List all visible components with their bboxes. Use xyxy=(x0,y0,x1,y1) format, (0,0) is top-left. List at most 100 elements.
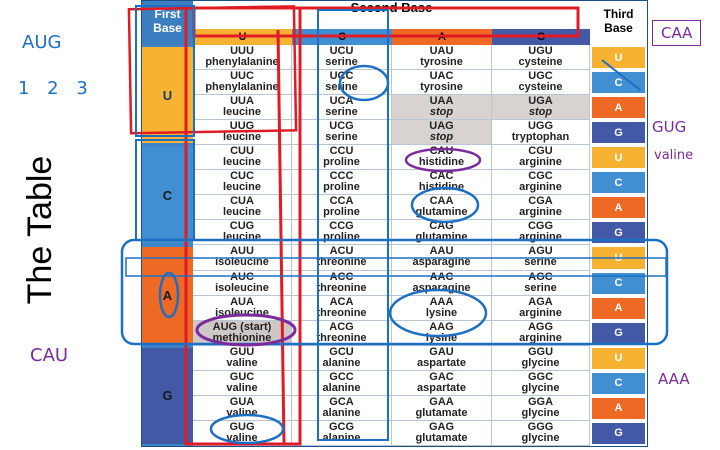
codon-cell: AUA isoleucine xyxy=(193,295,292,321)
codon-cell: AUC isoleucine xyxy=(193,270,292,296)
codon-cell: AAG lysine xyxy=(392,320,492,346)
amino-acid-label: serine xyxy=(325,131,358,144)
amino-acid-label: isoleucine xyxy=(215,256,269,269)
amino-acid-label: alanine xyxy=(322,381,361,394)
codon-cell: UCG serine xyxy=(292,120,392,146)
amino-acid-label: glutamine xyxy=(415,231,468,244)
third-base-a: A xyxy=(590,395,647,421)
codon-cell: GAA glutamate xyxy=(392,395,492,421)
amino-acid-label: asparagine xyxy=(412,281,471,294)
codon-cell: UAC tyrosine xyxy=(392,70,492,96)
codon-label: ACC xyxy=(329,270,354,283)
third-base-c: C xyxy=(590,70,647,96)
codon-label: AGA xyxy=(528,295,553,308)
first-base-header: First Base xyxy=(142,1,193,45)
codon-label: AGC xyxy=(528,270,553,283)
codon-label: GAA xyxy=(429,395,454,408)
amino-acid-label: valine xyxy=(226,381,258,394)
third-base-c: C xyxy=(590,270,647,296)
codon-cell: ACC threonine xyxy=(292,270,392,296)
amino-acid-label: glycine xyxy=(521,406,560,419)
amino-acid-label: glutamine xyxy=(415,206,468,219)
codon-cell: ACG threonine xyxy=(292,320,392,346)
codon-cell: UCU serine xyxy=(292,45,392,71)
third-base-a: A xyxy=(590,295,647,321)
note-codon-aug: AUG xyxy=(22,32,62,53)
codon-cell: UAG stop xyxy=(392,120,492,146)
codon-label: GGU xyxy=(527,345,554,358)
codon-label: AUG (start) xyxy=(212,320,272,333)
codon-label: CGU xyxy=(528,145,553,158)
side-title: The Table xyxy=(21,155,59,305)
amino-acid-label: tyrosine xyxy=(420,56,463,68)
amino-acid-label: serine xyxy=(325,106,358,119)
second-base-u: U xyxy=(193,29,292,45)
amino-acid-label: serine xyxy=(524,256,557,269)
amino-acid-label: serine xyxy=(325,56,358,68)
third-base-a: A xyxy=(590,95,647,121)
first-base-a: A xyxy=(142,247,193,344)
codon-cell: AAC asparagine xyxy=(392,270,492,296)
amino-acid-label: cysteine xyxy=(518,81,563,94)
amino-acid-label: leucine xyxy=(223,231,261,244)
amino-acid-label: tyrosine xyxy=(420,81,463,94)
amino-acid-label: leucine xyxy=(223,106,261,119)
amino-acid-label: stop xyxy=(528,106,553,119)
codon-label: CAC xyxy=(429,170,454,183)
third-base-u: U xyxy=(590,45,647,71)
codon-cell: UAA stop xyxy=(392,95,492,121)
note-cau: CAU xyxy=(30,345,69,366)
codon-cell: CGG arginine xyxy=(492,220,590,246)
third-base-c: C xyxy=(590,370,647,396)
amino-acid-label: phenylalanine xyxy=(205,56,279,68)
codon-label: AUA xyxy=(230,295,254,308)
codon-cell: CUC leucine xyxy=(193,170,292,196)
codon-cell: AAU asparagine xyxy=(392,245,492,271)
note-positions: 1 2 3 xyxy=(18,78,94,99)
amino-acid-label: stop xyxy=(429,131,454,144)
codon-cell: CUG leucine xyxy=(193,220,292,246)
codon-label: CGG xyxy=(527,220,554,233)
amino-acid-label: stop xyxy=(429,106,454,119)
codon-label: GAC xyxy=(429,370,454,383)
note-aaa: AAA xyxy=(658,370,690,388)
codon-label: CGA xyxy=(528,195,553,208)
amino-acid-label: arginine xyxy=(519,231,562,244)
amino-acid-label: aspartate xyxy=(417,356,466,369)
codon-cell: GCC alanine xyxy=(292,370,392,396)
codon-cell: UAU tyrosine xyxy=(392,45,492,71)
amino-acid-label: leucine xyxy=(223,206,261,219)
codon-cell: CAC histidine xyxy=(392,170,492,196)
amino-acid-label: valine xyxy=(226,431,258,444)
first-base-c: C xyxy=(142,147,193,244)
amino-acid-label: arginine xyxy=(519,206,562,219)
codon-label: ACG xyxy=(329,320,354,333)
third-base-g: G xyxy=(590,320,647,346)
amino-acid-label: aspartate xyxy=(417,381,466,394)
amino-acid-label: glutamate xyxy=(415,406,468,419)
codon-cell: CUA leucine xyxy=(193,195,292,221)
codon-cell: CCA proline xyxy=(292,195,392,221)
codon-label: AAG xyxy=(429,320,454,333)
codon-label: GGC xyxy=(527,370,554,383)
amino-acid-label: arginine xyxy=(519,306,562,319)
codon-cell: CGC arginine xyxy=(492,170,590,196)
amino-acid-label: threonine xyxy=(316,306,367,319)
codon-cell: GCU alanine xyxy=(292,345,392,371)
amino-acid-label: serine xyxy=(325,81,358,94)
codon-cell: GGC glycine xyxy=(492,370,590,396)
amino-acid-label: valine xyxy=(226,406,258,419)
amino-acid-label: histidine xyxy=(418,181,465,194)
codon-label: UAC xyxy=(429,70,454,83)
codon-label: UGA xyxy=(528,95,553,108)
codon-label: GGA xyxy=(527,395,554,408)
codon-cell: GCG alanine xyxy=(292,420,392,446)
codon-cell: AAA lysine xyxy=(392,295,492,321)
codon-cell: UGC cysteine xyxy=(492,70,590,96)
codon-label: AGG xyxy=(527,320,554,333)
codon-label: UGC xyxy=(528,70,553,83)
amino-acid-label: leucine xyxy=(223,181,261,194)
third-base-a: A xyxy=(590,195,647,221)
codon-cell: GUG valine xyxy=(193,420,292,446)
note-valine: valine xyxy=(654,148,694,163)
